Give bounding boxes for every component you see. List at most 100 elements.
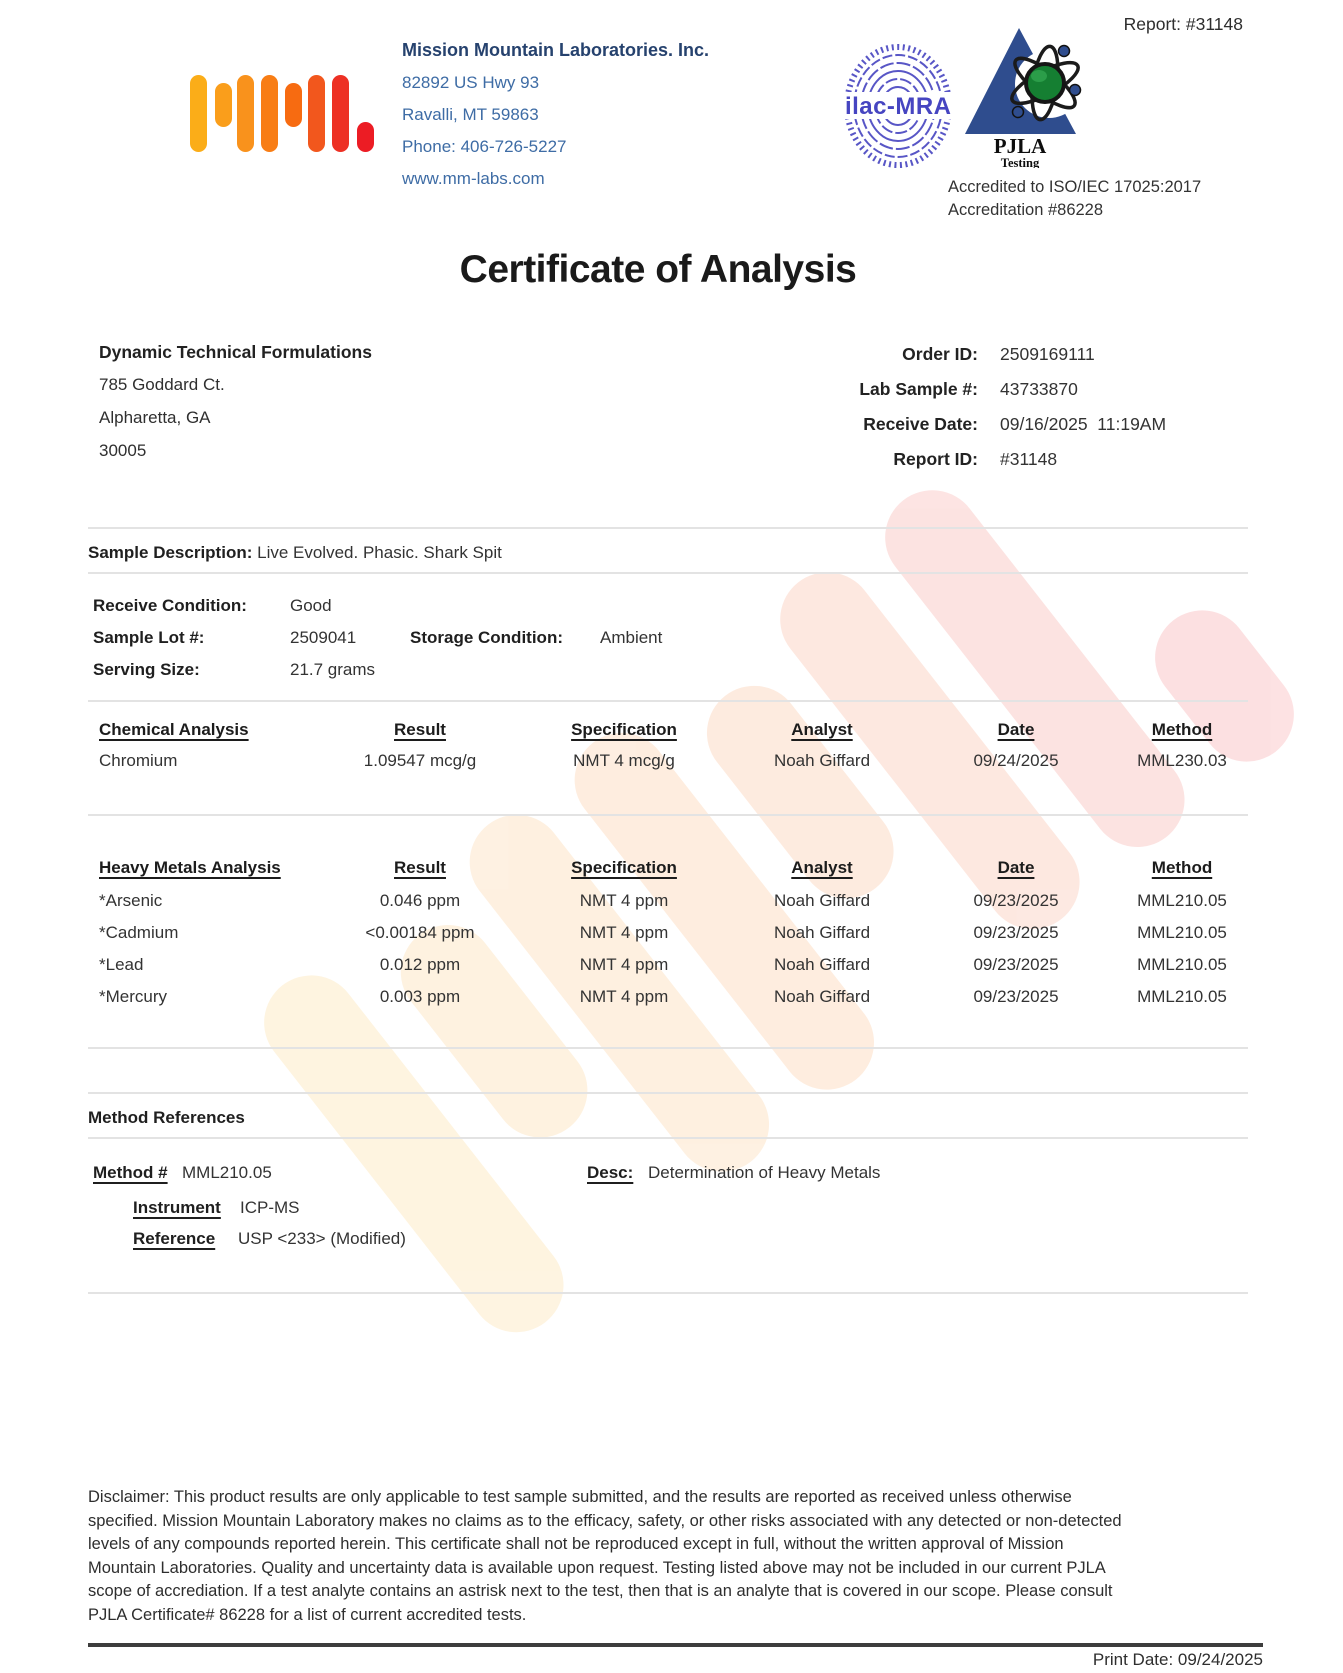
accreditation-text: Accredited to ISO/IEC 17025:2017 Accredi… bbox=[948, 176, 1201, 222]
table-header-cell: Analyst bbox=[791, 858, 853, 877]
sample-lot-value: 2509041 bbox=[290, 628, 357, 647]
logo-bar bbox=[237, 75, 254, 152]
svg-text:Testing: Testing bbox=[1001, 156, 1040, 168]
order-info-row: Order ID: 2509169111 bbox=[700, 344, 1220, 365]
sample-description-value: Live Evolved. Phasic. Shark Spit bbox=[257, 543, 502, 562]
accreditation-line1: Accredited to ISO/IEC 17025:2017 bbox=[948, 178, 1202, 196]
table-cell: Noah Giffard bbox=[773, 923, 871, 942]
order-info-row: Receive Date: 09/16/2025 11:19AM bbox=[700, 414, 1220, 435]
customer-address2: Alpharetta, GA bbox=[99, 408, 211, 427]
table-row: *Arsenic 0.046 ppm NMT 4 ppm Noah Giffard 09… bbox=[88, 891, 1248, 911]
customer-address1: 785 Goddard Ct. bbox=[99, 375, 225, 394]
company-phone: Phone: 406-726-5227 bbox=[402, 137, 567, 156]
table-header-cell: Specification bbox=[571, 858, 677, 877]
table-cell: NMT 4 ppm bbox=[579, 955, 669, 974]
table-cell: 0.046 ppm bbox=[379, 891, 461, 910]
desc-label: Desc: bbox=[587, 1163, 634, 1182]
table-cell: NMT 4 mcg/g bbox=[573, 751, 675, 770]
sample-lot-label: Sample Lot #: bbox=[93, 628, 205, 647]
customer-name: Dynamic Technical Formulations bbox=[99, 342, 372, 362]
disclaimer-line: specified. Mission Mountain Laboratory m… bbox=[88, 1511, 1122, 1530]
company-name: Mission Mountain Laboratories. Inc. bbox=[402, 40, 710, 60]
order-info-value: 43733870 bbox=[1000, 379, 1078, 399]
serving-size-value: 21.7 grams bbox=[290, 660, 376, 679]
accreditation-line2: Accreditation #86228 bbox=[948, 201, 1104, 219]
logo-bar bbox=[357, 122, 374, 152]
instrument-label: Instrument bbox=[133, 1198, 221, 1217]
page-title: Certificate of Analysis bbox=[459, 248, 857, 291]
receive-condition-label: Receive Condition: bbox=[93, 596, 247, 615]
table-cell: Noah Giffard bbox=[773, 891, 871, 910]
table-cell: NMT 4 ppm bbox=[579, 987, 669, 1006]
order-info-value: #31148 bbox=[1000, 449, 1058, 469]
company-address-line2: Ravalli, MT 59863 bbox=[402, 105, 539, 124]
table-header-cell: Analyst bbox=[791, 720, 853, 739]
divider bbox=[88, 1292, 1248, 1294]
table-cell: MML210.05 bbox=[1137, 923, 1227, 942]
instrument-value: ICP-MS bbox=[240, 1198, 300, 1217]
method-number-label: Method # bbox=[93, 1163, 168, 1182]
table-cell: MML210.05 bbox=[1137, 891, 1227, 910]
table-cell: MML230.03 bbox=[1137, 751, 1227, 770]
ilac-mra-text: ilac-MRA bbox=[845, 93, 951, 120]
table-cell: Noah Giffard bbox=[773, 955, 871, 974]
table-cell: 1.09547 mcg/g bbox=[363, 751, 477, 770]
desc-value: Determination of Heavy Metals bbox=[648, 1163, 881, 1182]
order-info-label: Report ID: bbox=[893, 449, 978, 469]
table-cell: MML210.05 bbox=[1137, 955, 1227, 974]
sample-description-row: Sample Description: Live Evolved. Phasic… bbox=[88, 543, 1248, 563]
table-cell: <0.00184 ppm bbox=[365, 923, 475, 942]
table-cell: 09/23/2025 bbox=[973, 987, 1059, 1006]
divider bbox=[88, 814, 1248, 816]
customer-block: Dynamic Technical Formulations 785 Godda… bbox=[99, 342, 372, 474]
pjla-logo-icon: PJLA Testing bbox=[960, 26, 1083, 173]
reference-label: Reference bbox=[133, 1229, 216, 1248]
heavy-metals-header-row: Heavy Metals Analysis Result Specification… bbox=[88, 858, 1248, 878]
serving-size-label: Serving Size: bbox=[93, 660, 200, 679]
disclaimer-line: PJLA Certificate# 86228 for a list of cu… bbox=[88, 1605, 527, 1624]
table-header-cell: Result bbox=[394, 858, 446, 877]
customer-zip: 30005 bbox=[99, 441, 147, 460]
table-header-cell: Date bbox=[997, 720, 1035, 739]
footer-divider bbox=[88, 1643, 1263, 1647]
table-header-cell: Result bbox=[394, 720, 446, 739]
table-row: Chromium 1.09547 mcg/g NMT 4 mcg/g Noah Gif… bbox=[88, 751, 1248, 771]
order-info-row: Lab Sample #: 43733870 bbox=[700, 379, 1220, 400]
table-cell: NMT 4 ppm bbox=[579, 923, 669, 942]
order-info-label: Receive Date: bbox=[863, 414, 978, 434]
company-logo bbox=[190, 75, 374, 152]
table-header-cell: Method bbox=[1151, 720, 1213, 739]
table-header-cell: Chemical Analysis bbox=[99, 720, 249, 739]
table-cell: *Mercury bbox=[99, 987, 168, 1006]
disclaimer-line: Mountain Laboratories. Quality and uncer… bbox=[88, 1558, 1106, 1577]
method-references-heading: Method References bbox=[88, 1108, 245, 1127]
divider bbox=[88, 1092, 1248, 1094]
method-number-value: MML210.05 bbox=[182, 1163, 272, 1182]
divider bbox=[88, 1047, 1248, 1049]
chemical-analysis-header-row: Chemical Analysis Result Specification Anal… bbox=[88, 720, 1248, 740]
table-cell: 0.012 ppm bbox=[379, 955, 461, 974]
storage-condition-label: Storage Condition: bbox=[410, 628, 563, 647]
logo-bar bbox=[190, 75, 207, 152]
company-website[interactable]: www.mm-labs.com bbox=[402, 169, 545, 188]
disclaimer-line: Disclaimer: This product results are onl… bbox=[88, 1488, 1072, 1506]
table-header-cell: Method bbox=[1151, 858, 1213, 877]
table-cell: *Arsenic bbox=[99, 891, 163, 910]
table-cell: *Cadmium bbox=[99, 923, 179, 942]
order-info-value: 2509169111 bbox=[1000, 344, 1095, 364]
divider bbox=[88, 572, 1248, 574]
table-row: *Lead 0.012 ppm NMT 4 ppm Noah Giffard 09/23… bbox=[88, 955, 1248, 975]
sample-description-label: Sample Description: bbox=[88, 543, 253, 562]
disclaimer-line: levels of any compounds reported herein.… bbox=[88, 1535, 1064, 1553]
table-cell: Noah Giffard bbox=[773, 751, 871, 770]
table-header-cell: Heavy Metals Analysis bbox=[99, 858, 281, 877]
table-cell: MML210.05 bbox=[1137, 987, 1227, 1006]
table-cell: 09/23/2025 bbox=[973, 891, 1059, 910]
table-cell: Noah Giffard bbox=[773, 987, 871, 1006]
storage-condition-value: Ambient bbox=[600, 628, 663, 647]
table-cell: 09/23/2025 bbox=[973, 955, 1059, 974]
divider bbox=[88, 527, 1248, 529]
disclaimer-text: Disclaimer: This product results are onl… bbox=[88, 1486, 1258, 1627]
table-cell: 0.003 ppm bbox=[379, 987, 461, 1006]
